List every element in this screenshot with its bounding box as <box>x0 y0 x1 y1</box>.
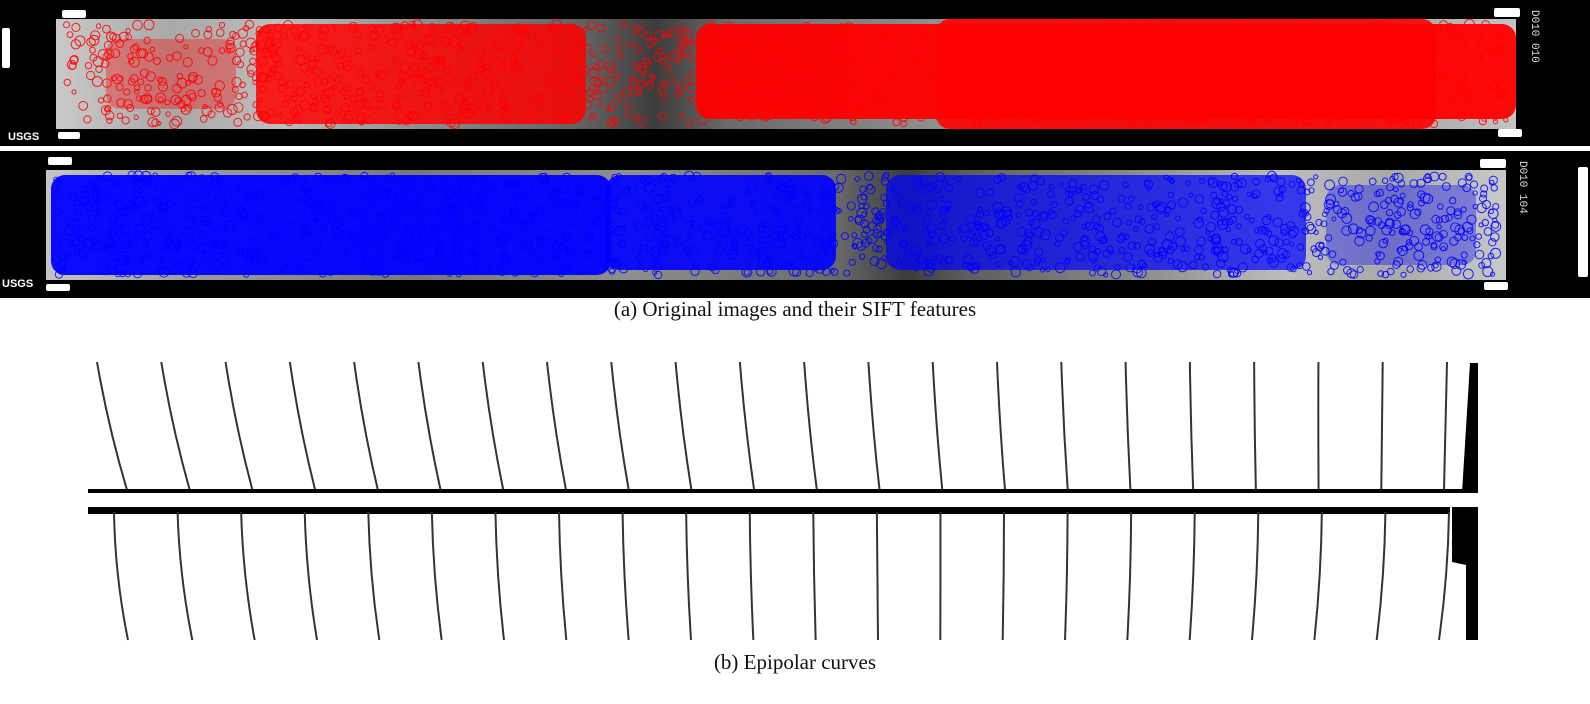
bottom-curve-set <box>113 511 1450 641</box>
fiducial-mark <box>58 132 80 139</box>
bottom-aerial-photo <box>46 170 1506 280</box>
usgs-logo: USGS <box>2 278 34 290</box>
usgs-logo: USGS <box>8 131 40 143</box>
top-image-border <box>88 489 1478 493</box>
bottom-sift-features <box>51 170 1502 280</box>
caption-b: (b) Epipolar curves <box>713 650 877 674</box>
top-image-strip: USGS D010 010 <box>0 0 1590 146</box>
top-curve-set <box>96 361 1448 491</box>
bottom-image-border <box>88 507 1450 514</box>
top-image-corner <box>1462 363 1478 493</box>
frame-label: D010 010 <box>1528 10 1540 63</box>
fiducial-mark <box>2 28 10 68</box>
fiducial-mark <box>1578 167 1588 277</box>
frame-label: D010 104 <box>1516 161 1528 214</box>
fiducial-mark <box>1498 129 1522 137</box>
bottom-image-corner <box>1452 507 1478 640</box>
top-sift-features <box>63 19 1516 129</box>
fiducial-mark <box>46 284 70 291</box>
top-aerial-photo <box>56 19 1516 129</box>
epipolar-curves-diagram <box>88 361 1478 641</box>
fiducial-mark <box>48 157 72 165</box>
fiducial-mark <box>1494 8 1520 17</box>
fiducial-mark <box>1484 282 1508 290</box>
fiducial-mark <box>62 10 86 18</box>
caption-a: (a) Original images and their SIFT featu… <box>613 297 977 321</box>
fiducial-mark <box>1480 159 1506 168</box>
